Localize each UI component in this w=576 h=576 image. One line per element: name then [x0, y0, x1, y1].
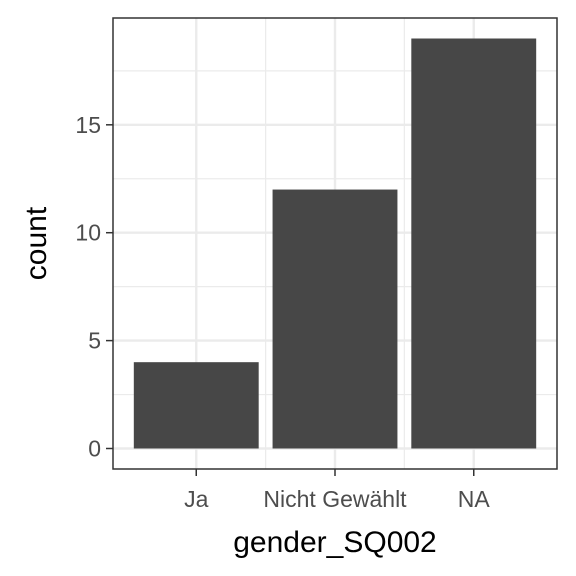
tick-labels: 0 5 10 15 Ja Nicht Gewählt NA [75, 112, 490, 512]
y-tick-label: 10 [75, 220, 101, 246]
y-tick-label: 5 [88, 328, 101, 354]
bar-2 [272, 189, 398, 449]
x-tick-label: Ja [184, 486, 209, 512]
bar-3 [411, 38, 537, 449]
y-tick-label: 0 [88, 436, 101, 462]
x-tick-label: NA [458, 486, 491, 512]
y-axis-title: count [20, 206, 53, 280]
x-tick-label: Nicht Gewählt [263, 486, 407, 512]
y-tick-label: 15 [75, 112, 101, 138]
axis-ticks [106, 124, 475, 476]
bars [133, 38, 537, 449]
bar-1 [133, 362, 259, 449]
x-axis-title: gender_SQ002 [233, 526, 437, 559]
